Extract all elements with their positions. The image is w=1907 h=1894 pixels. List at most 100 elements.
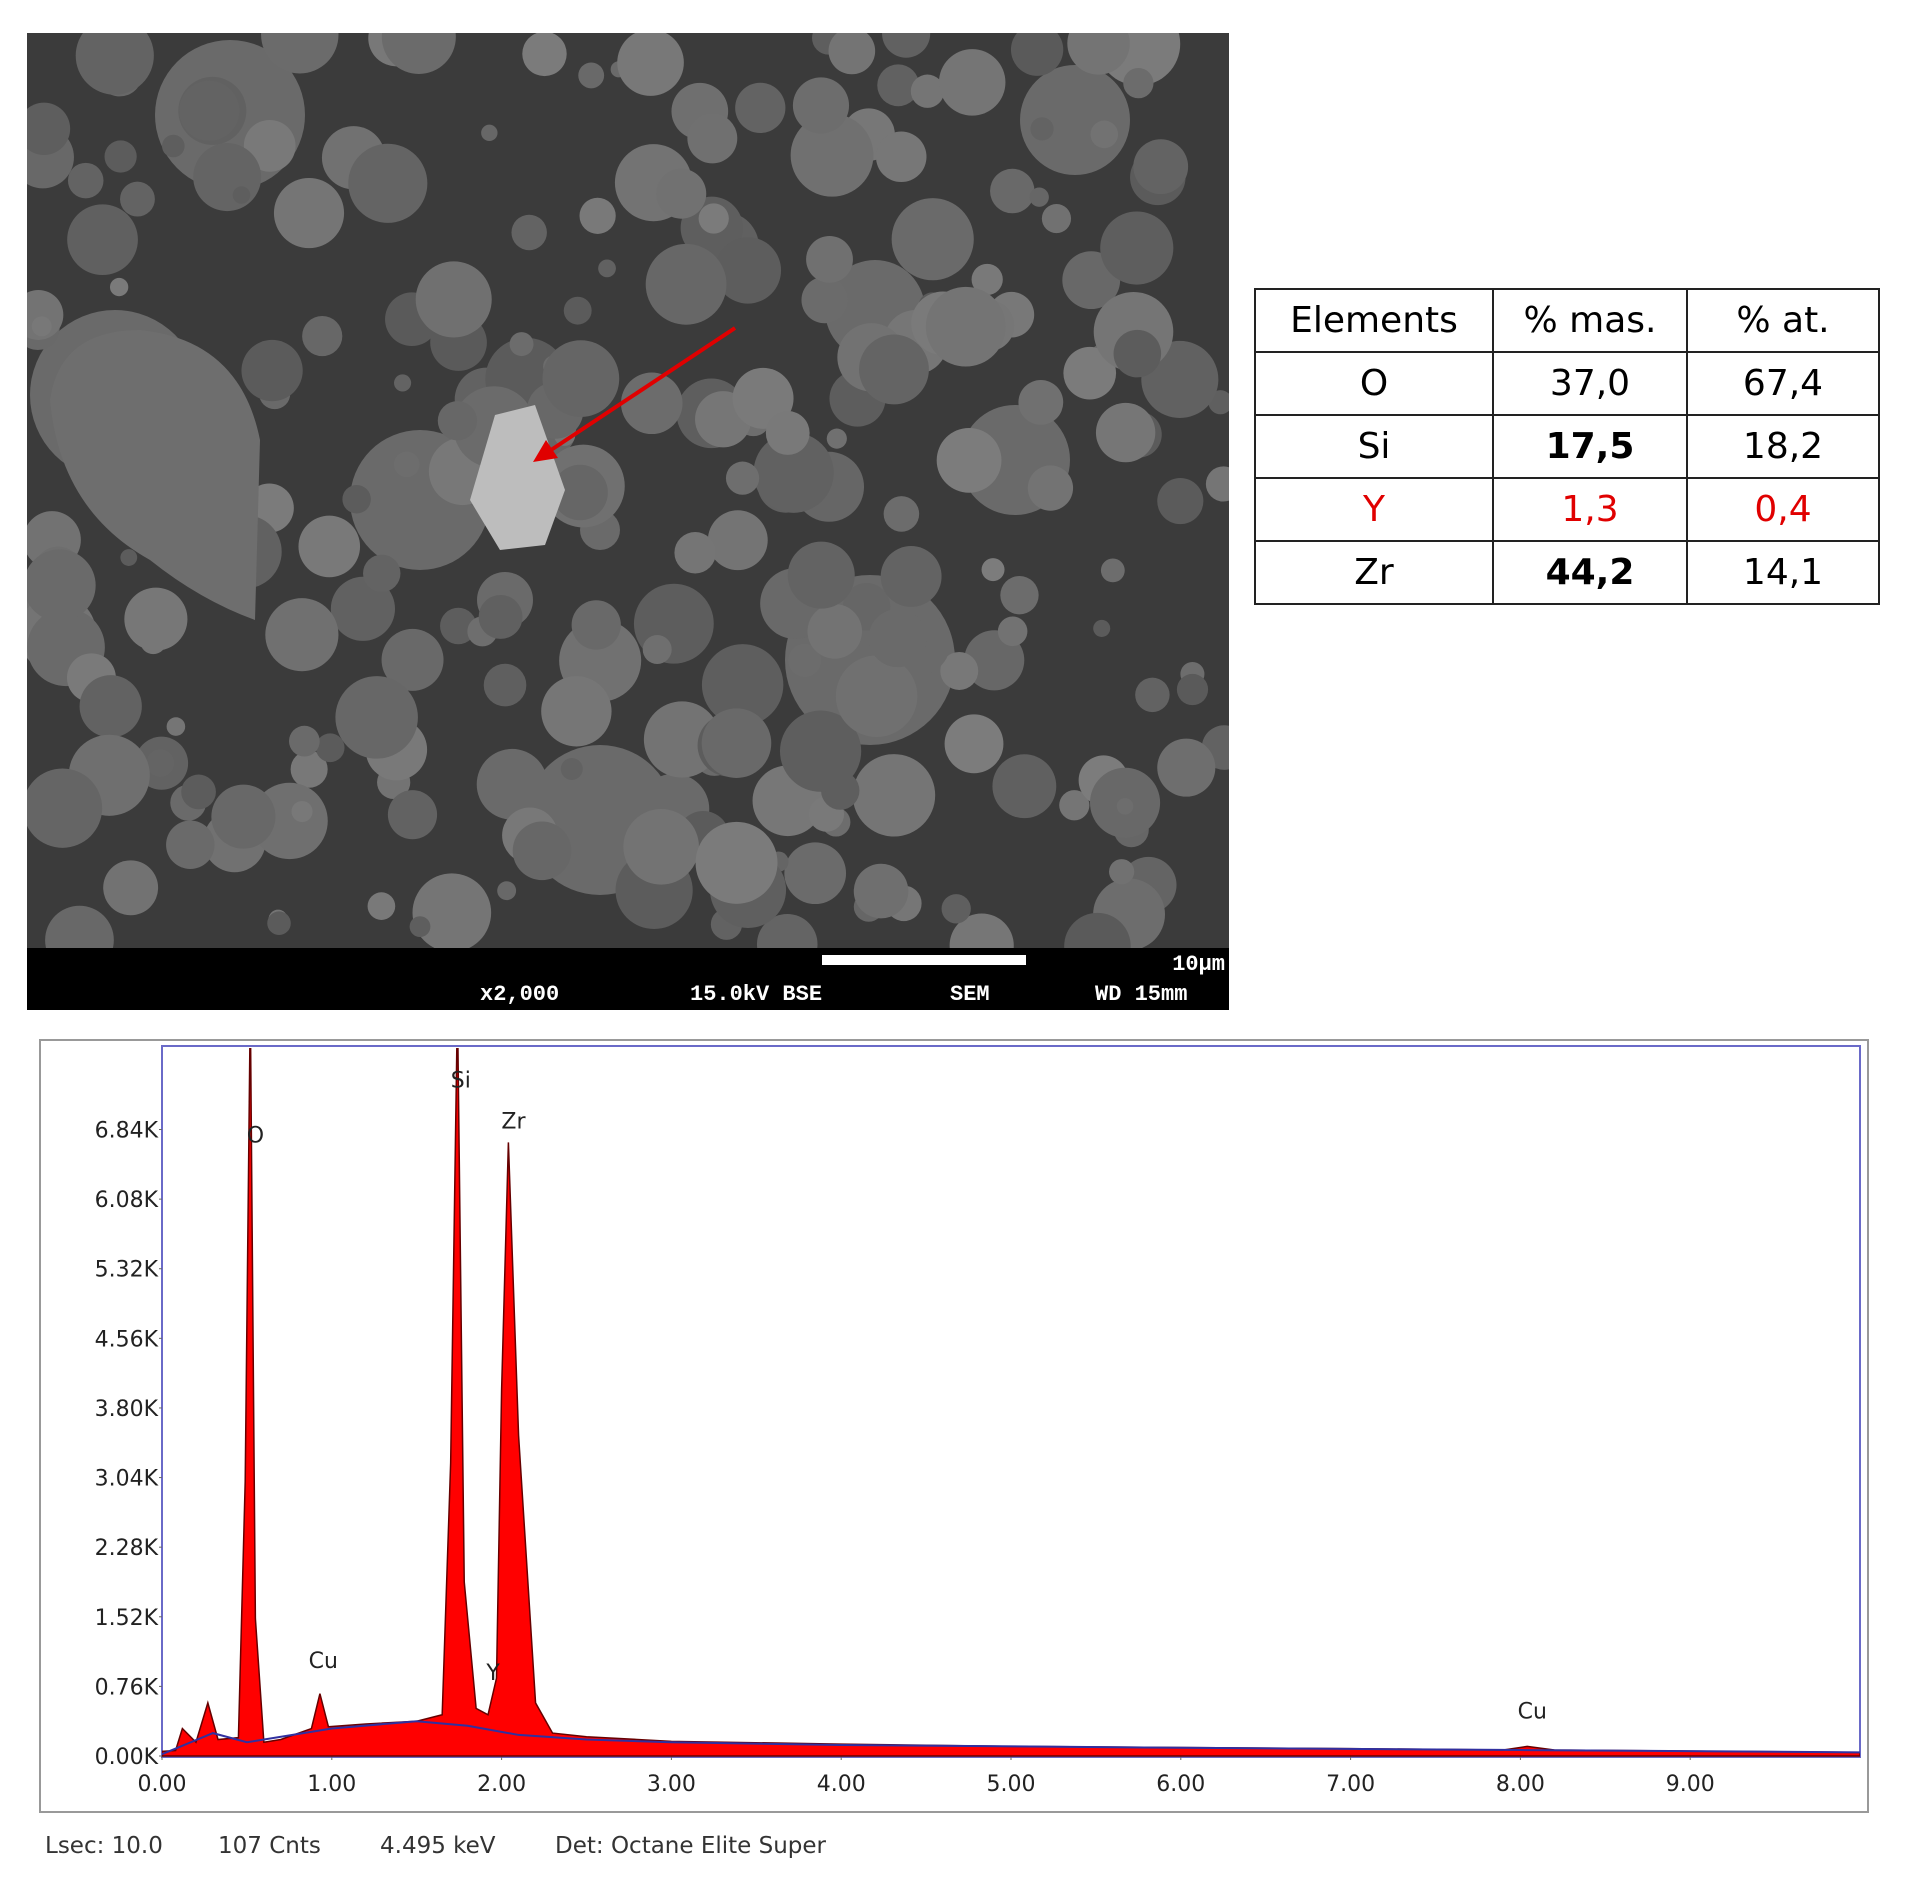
cell: Y xyxy=(1254,477,1494,542)
particle xyxy=(1018,379,1064,425)
x-tick-label: 7.00 xyxy=(1326,1772,1375,1797)
particle xyxy=(166,717,186,736)
y-tick-label: 0.00K xyxy=(95,1745,159,1770)
particle xyxy=(801,276,848,324)
y-tick-label: 6.84K xyxy=(95,1119,159,1144)
particle xyxy=(779,710,862,792)
particle xyxy=(807,604,863,659)
particle xyxy=(267,911,291,935)
particle xyxy=(1135,677,1170,713)
x-tick-label: 1.00 xyxy=(307,1772,356,1797)
footer-text: 4.495 keV xyxy=(380,1833,496,1859)
particle xyxy=(109,277,129,297)
particle xyxy=(1095,402,1156,463)
particle xyxy=(698,203,729,234)
particle xyxy=(381,628,444,691)
particle xyxy=(512,821,572,881)
particle xyxy=(367,892,396,920)
particle xyxy=(232,186,251,204)
particle xyxy=(563,296,592,325)
particle xyxy=(701,708,772,778)
particle xyxy=(31,316,52,337)
arrow-head xyxy=(533,440,558,462)
particle xyxy=(880,546,942,607)
y-tick-label: 3.80K xyxy=(95,1397,159,1422)
particle xyxy=(642,634,672,664)
particle xyxy=(394,374,412,392)
particle xyxy=(124,587,188,651)
particle xyxy=(298,515,361,578)
peak-label: Si xyxy=(451,1068,471,1093)
peak-label: Y xyxy=(485,1661,500,1686)
particle xyxy=(787,541,855,609)
particle xyxy=(1010,33,1064,76)
background-line xyxy=(162,1720,1860,1756)
particle xyxy=(415,261,492,338)
particle xyxy=(120,181,155,217)
particle xyxy=(828,33,876,75)
cell: 1,3 xyxy=(1492,477,1688,542)
x-tick-label: 5.00 xyxy=(987,1772,1036,1797)
particle xyxy=(315,733,345,763)
particle xyxy=(835,655,918,738)
plot-frame xyxy=(161,1045,1861,1758)
particle xyxy=(868,609,927,668)
particle xyxy=(1041,203,1072,234)
particle xyxy=(875,131,927,183)
particle xyxy=(571,600,621,650)
particle xyxy=(409,916,431,938)
particle xyxy=(1100,211,1174,285)
x-tick-label: 2.00 xyxy=(477,1772,526,1797)
particle xyxy=(725,461,760,495)
particle xyxy=(859,334,929,405)
particle xyxy=(882,33,931,58)
composition-table: Elements% mas.% at. O 37,0 67,4 Si 17,5 18,2… xyxy=(1254,288,1880,605)
particle xyxy=(792,77,850,134)
particle xyxy=(67,204,138,276)
x-tick-label: 8.00 xyxy=(1496,1772,1545,1797)
particle xyxy=(273,177,345,249)
particle xyxy=(949,913,1014,948)
particle xyxy=(910,74,945,108)
particle xyxy=(1116,798,1134,815)
particle xyxy=(181,774,216,810)
cell: Si xyxy=(1254,414,1494,479)
particle xyxy=(735,82,786,133)
cell: 18,2 xyxy=(1686,414,1880,479)
particle xyxy=(522,33,567,77)
particle xyxy=(265,598,339,672)
particle xyxy=(944,714,1004,774)
particle xyxy=(784,842,847,905)
peak-label: Cu xyxy=(1518,1699,1547,1724)
particle xyxy=(1063,346,1117,400)
cell: 44,2 xyxy=(1492,540,1688,605)
particle xyxy=(877,64,920,107)
cell: 0,4 xyxy=(1686,477,1880,542)
voltage: 15.0kV BSE xyxy=(690,982,822,1007)
chart-frame xyxy=(39,1039,1869,1813)
particle xyxy=(342,485,371,514)
particle xyxy=(1176,673,1209,706)
particle xyxy=(387,790,438,840)
particle xyxy=(497,881,517,901)
particle xyxy=(483,663,527,707)
particle xyxy=(1093,619,1111,637)
particle xyxy=(1113,329,1162,378)
particle xyxy=(1100,558,1125,583)
particle xyxy=(1067,33,1130,75)
particle xyxy=(1029,187,1049,207)
particle xyxy=(1000,576,1039,615)
particle xyxy=(997,616,1028,647)
particle xyxy=(852,754,936,837)
particle xyxy=(707,510,768,571)
footer-text: Lsec: 10.0 xyxy=(45,1833,163,1859)
peak-label: Cu xyxy=(309,1649,338,1674)
particle xyxy=(1064,912,1131,948)
particle xyxy=(166,820,215,870)
particle xyxy=(481,124,498,142)
particle xyxy=(291,800,313,823)
particle xyxy=(27,768,103,848)
particle xyxy=(623,809,699,885)
particle xyxy=(765,411,810,455)
particle xyxy=(1059,790,1090,821)
